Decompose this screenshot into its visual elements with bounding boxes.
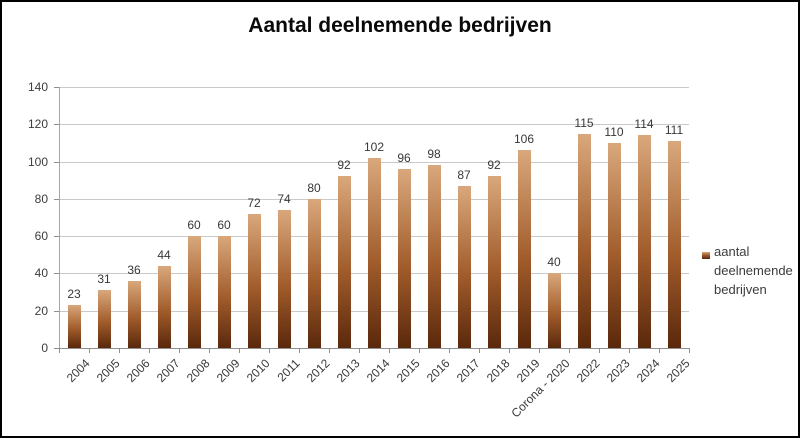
bar — [487, 176, 501, 348]
y-axis-label: 0 — [41, 341, 48, 355]
legend-marker-icon — [702, 252, 710, 259]
y-axis-tick — [54, 236, 59, 238]
bar — [217, 236, 231, 348]
x-axis-tick — [389, 349, 390, 353]
y-axis-label: 140 — [27, 80, 48, 94]
gridline — [59, 124, 689, 126]
gridline — [59, 87, 689, 88]
x-axis-tick — [539, 349, 540, 353]
bar-value-label: 23 — [67, 287, 81, 302]
y-axis-tick — [54, 124, 59, 126]
x-axis-tick — [269, 349, 270, 353]
x-axis-tick — [509, 349, 510, 353]
y-axis-label: 80 — [34, 191, 48, 206]
bar — [667, 141, 681, 348]
x-axis-line — [59, 348, 690, 349]
x-axis-tick — [119, 349, 120, 353]
bar — [187, 236, 201, 348]
x-axis-tick — [359, 349, 360, 353]
bar — [337, 176, 351, 348]
bar-value-label: 92 — [337, 158, 351, 173]
y-axis-tick — [54, 310, 59, 312]
y-axis-tick — [54, 273, 59, 275]
y-axis-label: 40 — [34, 266, 48, 281]
x-axis-tick — [419, 349, 420, 353]
bar-value-label: 102 — [363, 139, 385, 154]
bar-value-label: 114 — [634, 117, 654, 132]
bar-value-label: 115 — [574, 115, 594, 130]
y-axis-tick — [54, 161, 59, 163]
bar — [277, 210, 291, 348]
x-axis-tick — [569, 349, 570, 353]
bar-value-label: 36 — [127, 262, 141, 277]
y-axis-label: 20 — [34, 303, 48, 318]
x-axis-tick — [299, 349, 300, 353]
chart-title: Aantal deelnemende bedrijven — [248, 14, 552, 37]
x-axis-tick — [689, 349, 690, 353]
x-axis-tick — [179, 349, 180, 353]
bar — [307, 198, 321, 348]
bar-value-label: 110 — [604, 124, 624, 139]
bar — [397, 169, 411, 348]
bar — [97, 290, 111, 348]
x-axis-tick — [239, 349, 240, 353]
y-axis-label: 60 — [34, 229, 48, 244]
bar — [637, 135, 651, 348]
legend-label: aantal deelnemende bedrijven — [714, 244, 793, 297]
bar-value-label: 31 — [97, 272, 111, 287]
bar-value-label: 44 — [157, 247, 171, 262]
bar — [547, 273, 561, 348]
bar-value-label: 87 — [457, 167, 471, 182]
bar-value-label: 96 — [397, 151, 411, 166]
x-axis-tick — [479, 349, 480, 353]
bar-value-label: 98 — [427, 147, 441, 162]
x-axis-tick — [599, 349, 600, 353]
y-axis-line — [59, 87, 60, 348]
bar — [127, 280, 141, 348]
y-axis-tick — [54, 198, 59, 200]
x-axis-tick — [89, 349, 90, 353]
bar — [517, 150, 531, 348]
x-axis-tick — [149, 349, 150, 353]
bar-value-label: 80 — [307, 180, 321, 195]
bar — [427, 165, 441, 348]
bar-value-label: 106 — [513, 132, 535, 147]
x-axis-tick — [209, 349, 210, 353]
bar-value-label: 60 — [217, 218, 231, 233]
x-axis-tick — [329, 349, 330, 353]
x-axis-tick — [629, 349, 630, 353]
x-axis-tick — [59, 349, 60, 353]
bar — [247, 213, 261, 348]
bar-value-label: 74 — [277, 192, 291, 207]
y-axis-label: 120 — [27, 117, 48, 132]
bar — [457, 185, 471, 348]
x-axis-tick — [449, 349, 450, 353]
bar — [157, 265, 171, 348]
bar — [607, 142, 621, 348]
x-axis-tick — [659, 349, 660, 353]
y-axis-label: 100 — [27, 154, 48, 169]
bar-value-label: 72 — [247, 195, 261, 210]
y-axis-tick — [54, 348, 59, 349]
y-axis-tick — [54, 87, 59, 88]
bar — [67, 305, 81, 348]
bar — [367, 157, 381, 348]
bar-value-label: 111 — [664, 123, 684, 138]
bar-value-label: 40 — [547, 255, 561, 270]
bar-value-label: 92 — [487, 158, 501, 173]
bar-value-label: 60 — [187, 218, 201, 233]
bar — [577, 133, 591, 348]
